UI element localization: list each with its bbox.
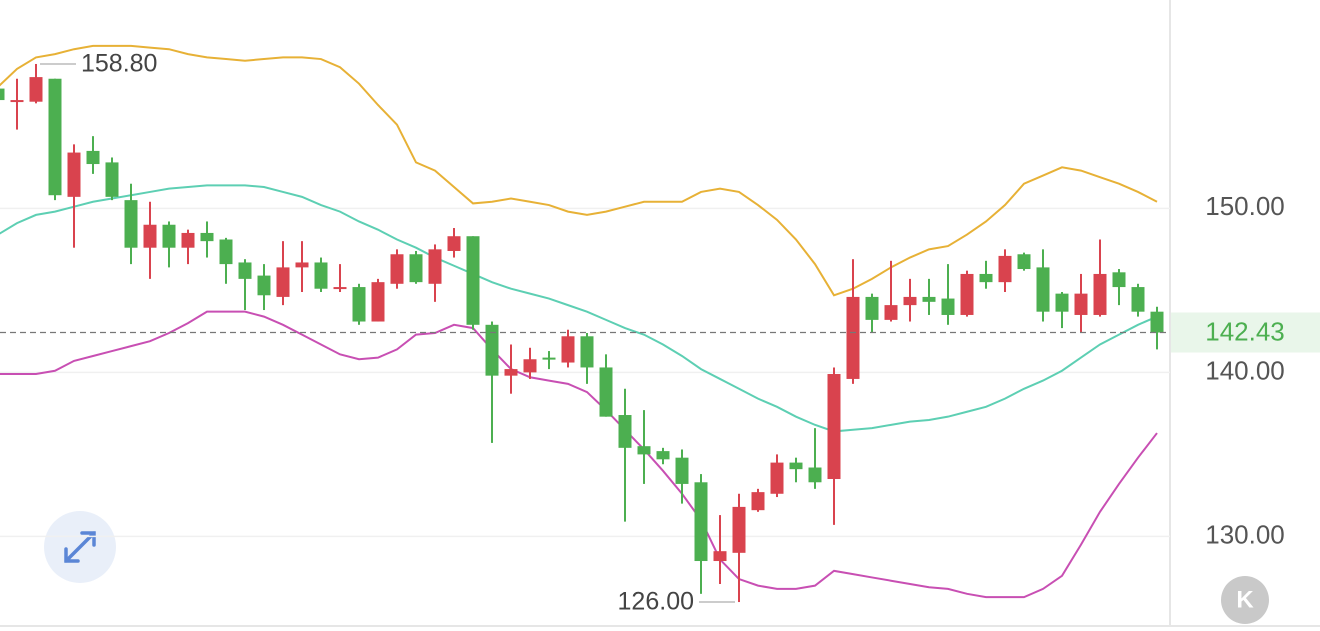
- candle-body: [314, 262, 328, 289]
- last-price-label: 142.43: [1205, 316, 1285, 346]
- annotation-label: 126.00: [618, 588, 694, 616]
- candle-body: [694, 482, 708, 562]
- candle-body: [827, 374, 841, 480]
- candle-body: [10, 100, 24, 103]
- candle-body: [428, 249, 442, 284]
- candle-body: [409, 254, 423, 283]
- y-tick-label: 150.00: [1205, 191, 1285, 221]
- candle-body: [789, 462, 803, 470]
- candle-body: [162, 224, 176, 248]
- candle-body: [770, 462, 784, 494]
- candle-body: [1131, 287, 1145, 312]
- candle-body: [371, 282, 385, 322]
- candle-body: [960, 273, 974, 315]
- candle-body: [846, 296, 860, 379]
- candle-body: [637, 446, 651, 455]
- candle-body: [884, 305, 898, 320]
- candle-body: [1150, 311, 1164, 333]
- candle-body: [751, 492, 765, 511]
- badge-circle: [1221, 576, 1269, 624]
- candle-body: [903, 296, 917, 306]
- candle-body: [1093, 273, 1107, 315]
- candle-body: [675, 457, 689, 484]
- candle-body: [333, 287, 347, 290]
- candle-body: [276, 267, 290, 297]
- candle-body: [67, 152, 81, 197]
- candle-body: [865, 296, 879, 320]
- candle-body: [941, 298, 955, 315]
- candle-body: [257, 275, 271, 296]
- expand-icon: [64, 531, 96, 563]
- candle-body: [542, 357, 556, 360]
- band-line: [0, 310, 1158, 599]
- candle-body: [86, 150, 100, 165]
- candle-body: [143, 224, 157, 248]
- annotation-label: 158.80: [81, 50, 157, 78]
- band-line: [0, 184, 1158, 433]
- candle-body: [599, 367, 613, 417]
- candle-body: [504, 369, 518, 376]
- candle-body: [181, 232, 195, 248]
- candle-body: [29, 77, 43, 102]
- candle-body: [979, 273, 993, 283]
- candle-body: [618, 415, 632, 448]
- candle-body: [922, 296, 936, 302]
- candle-body: [485, 324, 499, 376]
- candle-body: [447, 236, 461, 251]
- expand-button[interactable]: [44, 511, 116, 583]
- candle-body: [105, 162, 119, 197]
- y-tick-label: 130.00: [1205, 519, 1285, 549]
- candle-body: [295, 262, 309, 268]
- candle-body: [656, 451, 670, 460]
- y-tick-label: 140.00: [1205, 355, 1285, 385]
- badge-letter: K: [1236, 586, 1254, 613]
- last-price-box: [1171, 312, 1320, 353]
- candle-body: [200, 232, 214, 242]
- candle-body: [1074, 293, 1088, 315]
- band-line: [0, 44, 1158, 297]
- candle-body: [713, 551, 727, 562]
- candle-body: [1055, 293, 1069, 312]
- candle-body: [0, 88, 5, 101]
- candle-body: [1036, 267, 1050, 312]
- candle-body: [124, 200, 138, 248]
- candle-body: [1017, 254, 1031, 270]
- candle-body: [219, 239, 233, 265]
- candle-body: [523, 359, 537, 373]
- candle-body: [48, 78, 62, 196]
- candle-body: [998, 255, 1012, 283]
- candle-body: [580, 336, 594, 368]
- badge[interactable]: K: [1221, 576, 1269, 624]
- candle-body: [352, 287, 366, 322]
- candle-body: [390, 254, 404, 284]
- candle-body: [732, 506, 746, 553]
- candle-body: [466, 236, 480, 325]
- candle-body: [808, 467, 822, 483]
- candle-body: [1112, 272, 1126, 288]
- candle-body: [561, 336, 575, 363]
- candle-body: [238, 262, 252, 279]
